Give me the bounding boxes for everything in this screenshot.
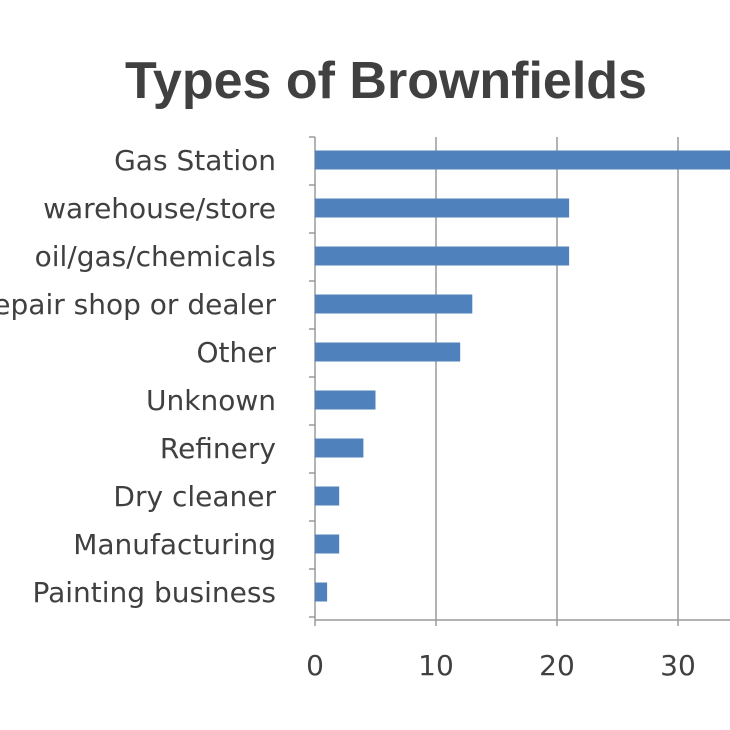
bar-2 <box>315 246 570 266</box>
bar-9 <box>315 582 328 602</box>
x-tick-label-30: 30 <box>660 649 696 682</box>
category-label-0: Gas Station <box>114 144 276 177</box>
bar-5 <box>315 390 376 410</box>
category-label-6: Refinery <box>160 432 276 465</box>
category-label-9: Painting business <box>32 576 276 609</box>
bar-6 <box>315 438 364 458</box>
category-labels: Gas Station warehouse/store oil/gas/chemic… <box>0 144 276 609</box>
category-label-2: oil/gas/chemicals <box>35 240 276 273</box>
x-tick-labels: 0 10 20 30 <box>306 649 696 682</box>
bar-4 <box>315 342 461 362</box>
x-tick-label-20: 20 <box>539 649 575 682</box>
bar-7 <box>315 486 340 506</box>
category-label-4: Other <box>196 336 276 369</box>
bar-8 <box>315 534 340 554</box>
category-label-7: Dry cleaner <box>113 480 276 513</box>
chart-title: Types of Brownfields <box>125 52 647 110</box>
bar-0 <box>315 150 730 170</box>
category-label-3: Auto repair shop or dealer <box>0 288 276 321</box>
bar-3 <box>315 294 473 314</box>
bars <box>315 150 730 602</box>
x-tick-label-10: 10 <box>418 649 454 682</box>
category-label-5: Unknown <box>146 384 276 417</box>
category-label-1: warehouse/store <box>43 192 276 225</box>
category-label-8: Manufacturing <box>73 528 276 561</box>
x-tick-label-0: 0 <box>306 649 324 682</box>
bar-1 <box>315 198 570 218</box>
